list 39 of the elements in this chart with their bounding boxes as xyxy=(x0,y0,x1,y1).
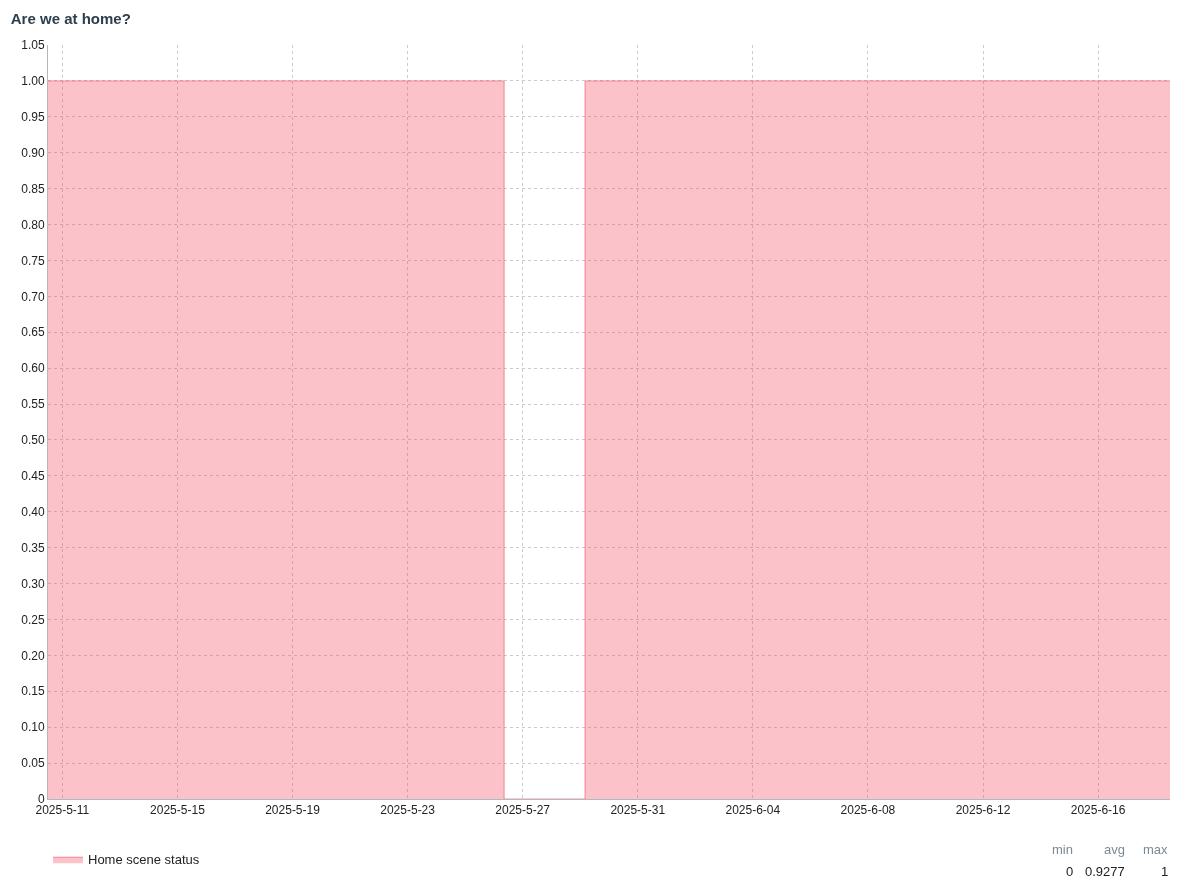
legend-label: Home scene status xyxy=(88,852,200,868)
text: min xyxy=(1052,842,1073,857)
y-tick-label: 0.50 xyxy=(21,433,45,448)
x-tick-label: 2025-5-23 xyxy=(380,803,436,818)
x-tick-label: 2025-5-19 xyxy=(265,803,321,818)
text: 0.9277 xyxy=(1085,864,1125,879)
y-tick-label: 1.05 xyxy=(21,38,45,53)
y-tick-label: 0.60 xyxy=(21,361,45,376)
text: 0 xyxy=(1066,864,1074,879)
x-tick-label: 2025-6-04 xyxy=(725,803,781,818)
x-tick-label: 2025-6-16 xyxy=(1070,803,1126,818)
x-tick-label: 2025-5-11 xyxy=(35,803,90,818)
y-tick-label: 0.70 xyxy=(21,289,45,304)
x-tick-label: 2025-6-08 xyxy=(840,803,896,818)
text: avg xyxy=(1104,842,1125,857)
y-tick-label: 0.90 xyxy=(21,145,45,160)
y-tick-label: 0.85 xyxy=(21,181,45,196)
y-tick-label: 0.30 xyxy=(21,576,45,591)
y-tick-label: 0.25 xyxy=(21,612,45,627)
y-tick-label: 0.65 xyxy=(21,325,45,340)
chart-title: Are we at home? xyxy=(10,9,131,27)
y-tick-label: 0.75 xyxy=(21,253,45,268)
y-tick-label: 0.05 xyxy=(21,756,45,771)
x-tick-label: 2025-5-15 xyxy=(150,803,206,818)
y-tick-label: 0.80 xyxy=(21,217,45,232)
y-tick-label: 0.95 xyxy=(21,110,45,125)
y-tick-label: 1.00 xyxy=(21,74,45,89)
text: 1 xyxy=(1161,864,1169,879)
y-tick-label: 0.20 xyxy=(21,648,45,663)
y-tick-label: 0.55 xyxy=(21,397,45,412)
y-tick-label: 0.10 xyxy=(21,720,45,735)
x-tick-label: 2025-5-31 xyxy=(610,803,666,818)
text: max xyxy=(1143,842,1169,857)
y-tick-label: 0.40 xyxy=(21,504,45,519)
y-tick-label: 0.35 xyxy=(21,540,45,555)
y-tick-label: 0.45 xyxy=(21,469,45,484)
x-tick-label: 2025-5-27 xyxy=(495,803,551,818)
x-tick-label: 2025-6-12 xyxy=(955,803,1011,818)
y-tick-label: 0.15 xyxy=(21,684,45,699)
